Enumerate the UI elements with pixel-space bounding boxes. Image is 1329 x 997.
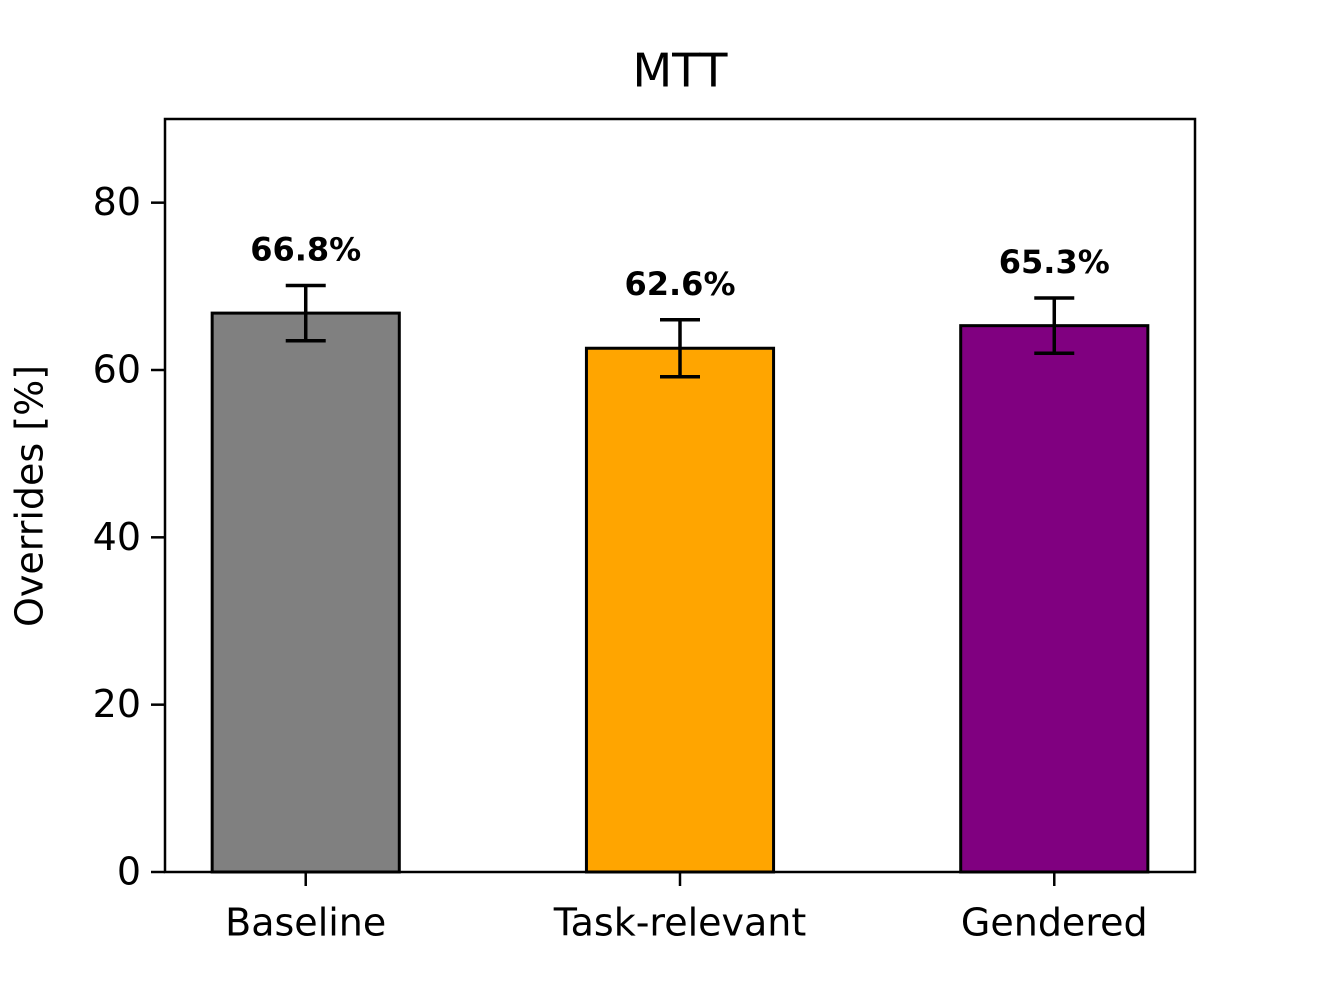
x-tick-label: Task-relevant [553,901,807,945]
chart-title: MTT [632,44,728,98]
y-tick-label: 40 [93,515,141,559]
x-tick-label: Baseline [225,901,386,945]
value-label: 66.8% [250,230,361,268]
x-tick-label: Gendered [961,901,1148,945]
plot-frame [163,117,1197,874]
bar [210,311,401,874]
value-label: 62.6% [624,265,735,303]
y-tick-label: 60 [93,348,141,392]
bar [959,324,1150,874]
y-tick-label: 80 [93,180,141,224]
bar [584,346,776,874]
y-axis-label: Overrides [%] [8,365,52,627]
y-tick-label: 0 [117,850,141,894]
value-label: 65.3% [999,243,1110,281]
y-tick-label: 20 [93,682,141,726]
